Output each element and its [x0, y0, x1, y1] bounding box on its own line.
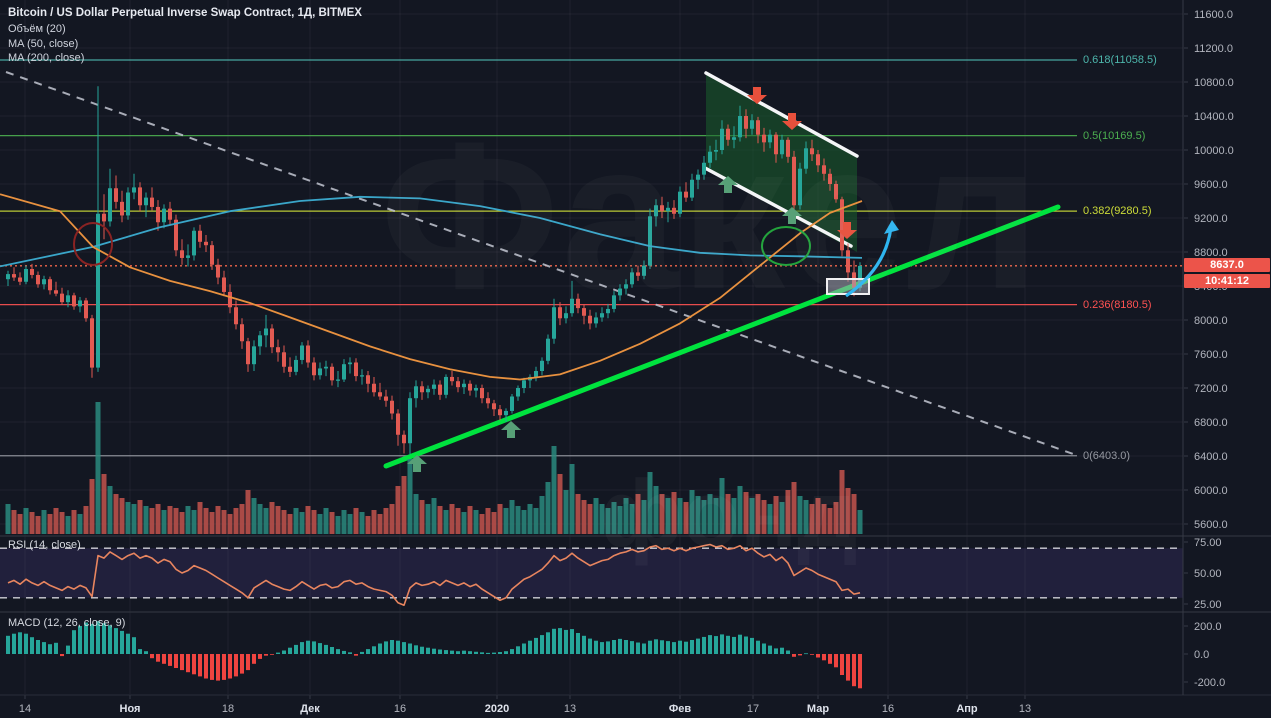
ma200-line[interactable] — [0, 195, 863, 268]
svg-text:7600.0: 7600.0 — [1194, 349, 1228, 361]
svg-text:5600.0: 5600.0 — [1194, 519, 1228, 531]
svg-text:-200.0: -200.0 — [1194, 677, 1225, 689]
svg-text:13: 13 — [564, 703, 576, 715]
macd-indicator-label[interactable]: MACD (12, 26, close, 9) — [8, 617, 126, 629]
macd-axis[interactable]: 200.0 0.0 -200.0 — [1184, 621, 1225, 689]
svg-text:Ноя: Ноя — [120, 703, 141, 715]
vertical-gridlines — [24, 0, 1026, 699]
legend-ma200[interactable]: MA (200, close) — [8, 52, 85, 64]
fib-label-05[interactable]: 0.5(10169.5) — [1083, 129, 1146, 142]
svg-text:16: 16 — [882, 703, 894, 715]
volume-bars — [5, 402, 863, 534]
rsi-axis[interactable]: 75.00 50.00 25.00 — [1184, 537, 1222, 611]
svg-text:6400.0: 6400.0 — [1194, 451, 1228, 463]
svg-text:50.00: 50.00 — [1194, 568, 1222, 580]
fib-retracement-lines[interactable] — [0, 59, 1077, 457]
svg-text:8000.0: 8000.0 — [1194, 315, 1228, 327]
svg-text:Дек: Дек — [300, 703, 320, 715]
dashed-downtrend-line[interactable] — [5, 71, 1077, 456]
green-uptrend-line[interactable] — [383, 204, 1061, 469]
watermark-secondary: фонд — [600, 460, 1100, 569]
rsi-indicator-label[interactable]: RSI (14, close) — [8, 539, 81, 551]
buy-arrow-icons — [407, 176, 802, 472]
svg-text:Фев: Фев — [669, 703, 692, 715]
rsi-line — [7, 543, 861, 607]
fib-label-0[interactable]: 0(6403.0) — [1083, 449, 1131, 462]
time-axis-labels[interactable]: 14 Ноя 18 Дек 16 2020 13 Фев 17 Мар 16 Апр 13 — [19, 703, 1031, 715]
sell-arrow-icons — [747, 87, 857, 239]
svg-text:6800.0: 6800.0 — [1194, 417, 1228, 429]
svg-text:10800.0: 10800.0 — [1194, 77, 1234, 89]
svg-text:16: 16 — [394, 703, 406, 715]
svg-text:200.0: 200.0 — [1194, 621, 1222, 633]
svg-text:17: 17 — [747, 703, 759, 715]
macd-histogram — [6, 621, 862, 689]
svg-text:9200.0: 9200.0 — [1194, 213, 1228, 225]
svg-text:6000.0: 6000.0 — [1194, 485, 1228, 497]
svg-text:13: 13 — [1019, 703, 1031, 715]
watermark-main: Факел — [380, 95, 1000, 337]
symbol-title: Bitcoin / US Dollar Perpetual Inverse Sw… — [8, 7, 362, 19]
svg-text:7200.0: 7200.0 — [1194, 383, 1228, 395]
bounce-arrow-head — [884, 220, 899, 234]
legend-volume[interactable]: Объём (20) — [8, 23, 66, 35]
svg-text:18: 18 — [222, 703, 234, 715]
svg-text:75.00: 75.00 — [1194, 537, 1222, 549]
svg-text:11600.0: 11600.0 — [1194, 9, 1233, 21]
fib-label-0236[interactable]: 0.236(8180.5) — [1083, 298, 1152, 311]
svg-text:Мар: Мар — [807, 703, 829, 715]
svg-text:2020: 2020 — [485, 703, 509, 715]
golden-cross-circle[interactable] — [761, 226, 811, 266]
ma50-line[interactable] — [0, 193, 863, 381]
bar-countdown-badge[interactable]: 10:41:12 — [1184, 273, 1270, 288]
svg-text:25.00: 25.00 — [1194, 599, 1222, 611]
bounce-projection-arrow[interactable] — [845, 226, 893, 298]
svg-text:10000.0: 10000.0 — [1194, 145, 1234, 157]
fib-label-0382[interactable]: 0.382(9280.5) — [1083, 205, 1152, 218]
rsi-band — [0, 548, 1183, 598]
candles-layer — [6, 86, 862, 455]
last-price-badge: 8637.0 — [1184, 257, 1270, 272]
svg-text:Апр: Апр — [956, 703, 978, 715]
svg-text:8800.0: 8800.0 — [1194, 247, 1228, 259]
svg-text:10400.0: 10400.0 — [1194, 111, 1234, 123]
svg-text:11200.0: 11200.0 — [1194, 43, 1233, 55]
death-cross-circle[interactable] — [73, 222, 113, 266]
price-axis[interactable]: 11600.0 11200.0 10800.0 10400.0 10000.0 9600.… — [1184, 9, 1234, 531]
svg-text:0.0: 0.0 — [1194, 649, 1209, 661]
svg-text:14: 14 — [19, 703, 31, 715]
legend-ma50[interactable]: MA (50, close) — [8, 38, 79, 50]
fib-label-0618[interactable]: 0.618(11058.5) — [1083, 54, 1157, 67]
svg-text:9600.0: 9600.0 — [1194, 179, 1228, 191]
